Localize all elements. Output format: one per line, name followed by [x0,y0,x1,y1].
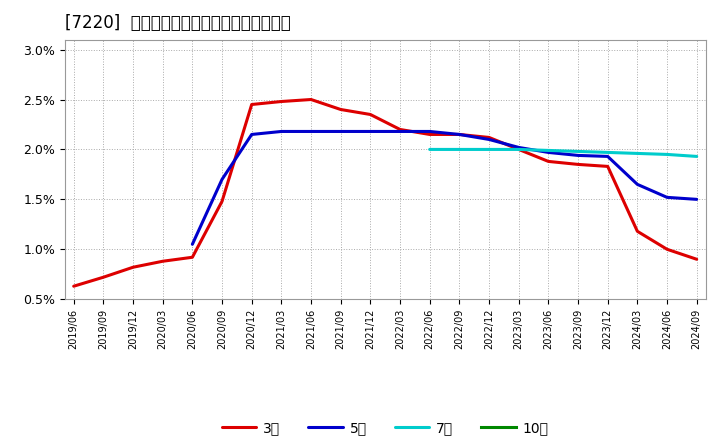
7年 [693,154,701,159]
7年 [485,147,493,152]
5年 [544,150,553,155]
3年 [485,135,493,140]
3年 [217,199,226,204]
5年 [396,129,405,134]
5年 [603,154,612,159]
5年 [514,145,523,150]
3年 [188,255,197,260]
7年 [426,147,434,152]
3年 [574,162,582,167]
Line: 7年: 7年 [430,150,697,156]
5年 [188,242,197,247]
3年 [514,147,523,152]
3年 [69,284,78,289]
7年 [662,152,671,157]
Text: [7220]  経常利益マージンの標準偏差の推移: [7220] 経常利益マージンの標準偏差の推移 [65,15,291,33]
3年 [633,229,642,234]
5年 [248,132,256,137]
7年 [514,147,523,152]
5年 [366,129,374,134]
3年 [693,257,701,262]
5年 [485,137,493,142]
5年 [693,197,701,202]
7年 [455,147,464,152]
3年 [248,102,256,107]
3年 [158,259,167,264]
3年 [129,264,138,270]
3年 [455,132,464,137]
5年 [574,153,582,158]
5年 [455,132,464,137]
5年 [217,177,226,182]
7年 [633,151,642,156]
3年 [544,159,553,164]
3年 [366,112,374,117]
5年 [662,195,671,200]
7年 [603,150,612,155]
3年 [307,97,315,102]
5年 [307,129,315,134]
7年 [544,148,553,153]
5年 [336,129,345,134]
3年 [277,99,286,104]
3年 [396,127,405,132]
3年 [336,107,345,112]
5年 [426,129,434,134]
3年 [662,247,671,252]
3年 [603,164,612,169]
5年 [277,129,286,134]
5年 [633,182,642,187]
7年 [574,149,582,154]
Legend: 3年, 5年, 7年, 10年: 3年, 5年, 7年, 10年 [216,415,554,440]
3年 [426,132,434,137]
Line: 3年: 3年 [73,99,697,286]
Line: 5年: 5年 [192,132,697,244]
3年 [99,275,108,280]
